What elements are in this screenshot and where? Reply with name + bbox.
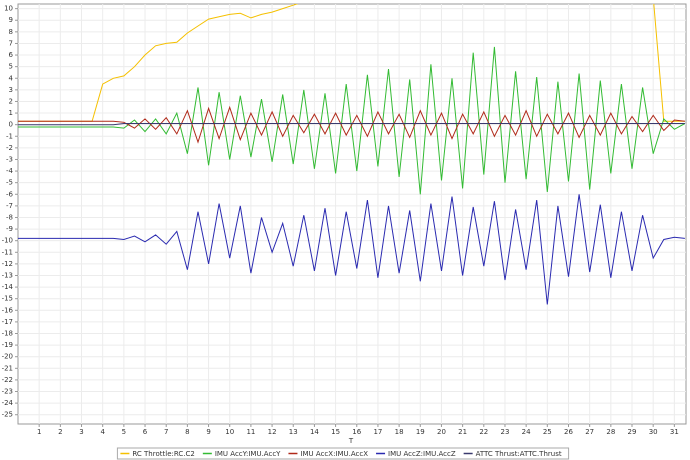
y-tick-label: 9 <box>9 16 13 24</box>
series-line <box>18 4 685 122</box>
y-tick-label: -19 <box>2 341 13 349</box>
y-tick-label: -25 <box>2 411 13 419</box>
y-tick-label: -1 <box>6 132 13 140</box>
y-tick-label: -14 <box>2 283 14 291</box>
y-tick-label: -21 <box>2 364 13 372</box>
x-tick-label: 8 <box>185 428 189 436</box>
y-tick-label: -24 <box>2 399 14 407</box>
y-tick-label: -9 <box>6 225 13 233</box>
legend-label: ATTC Thrust:ATTC.Thrust <box>476 450 562 458</box>
x-tick-label: 21 <box>458 428 467 436</box>
x-tick-label: 6 <box>143 428 148 436</box>
y-tick-label: 5 <box>9 63 13 71</box>
x-tick-label: 4 <box>100 428 105 436</box>
x-tick-label: 24 <box>522 428 531 436</box>
y-tick-label: 4 <box>9 74 14 82</box>
x-tick-label: 9 <box>206 428 210 436</box>
y-tick-label: -16 <box>2 306 14 314</box>
x-tick-label: 10 <box>225 428 234 436</box>
y-tick-label: -4 <box>6 167 14 175</box>
x-tick-label: 1 <box>37 428 41 436</box>
x-tick-label: 30 <box>649 428 658 436</box>
series-line <box>18 194 685 305</box>
legend: RC Throttle:RC.C2 IMU AccY:IMU.AccY IMU Ac… <box>116 447 570 460</box>
y-tick-label: -17 <box>2 318 13 326</box>
x-tick-label: 27 <box>585 428 594 436</box>
y-tick-label: -11 <box>2 248 13 256</box>
x-tick-label: 22 <box>479 428 488 436</box>
y-tick-label: -5 <box>6 179 13 187</box>
x-tick-label: 19 <box>416 428 425 436</box>
x-tick-label: 18 <box>395 428 404 436</box>
y-tick-label: 8 <box>9 28 13 36</box>
y-tick-label: 2 <box>9 97 13 105</box>
x-axis-label: T <box>348 437 354 445</box>
x-tick-label: 29 <box>628 428 637 436</box>
y-tick-label: 7 <box>9 39 13 47</box>
y-tick-label: 6 <box>9 51 14 59</box>
y-tick-label: 3 <box>9 86 13 94</box>
x-tick-label: 16 <box>352 428 361 436</box>
x-tick-label: 3 <box>79 428 83 436</box>
series-line <box>18 105 685 144</box>
y-tick-label: -8 <box>6 213 13 221</box>
legend-label: RC Throttle:RC.C2 <box>132 450 194 458</box>
y-tick-label: -13 <box>2 271 13 279</box>
x-tick-label: 14 <box>310 428 319 436</box>
y-tick-label: -15 <box>2 295 13 303</box>
y-tick-label: -20 <box>2 353 13 361</box>
y-tick-label: -6 <box>6 190 14 198</box>
x-tick-label: 11 <box>246 428 255 436</box>
y-tick-label: -3 <box>6 155 13 163</box>
x-tick-label: 17 <box>373 428 382 436</box>
series-line <box>18 46 686 195</box>
x-tick-label: 26 <box>564 428 573 436</box>
x-tick-label: 13 <box>289 428 298 436</box>
x-tick-label: 12 <box>268 428 277 436</box>
series-line <box>18 123 685 126</box>
x-tick-label: 5 <box>122 428 126 436</box>
x-tick-label: 31 <box>670 428 679 436</box>
legend-label: IMU AccY:IMU.AccY <box>215 450 281 458</box>
y-tick-label: -22 <box>2 376 13 384</box>
y-tick-label: 10 <box>4 5 13 13</box>
x-tick-label: 15 <box>331 428 340 436</box>
legend-box <box>116 447 570 460</box>
legend-label: IMU AccX:IMU.AccX <box>300 450 368 458</box>
legend-label: IMU AccZ:IMU.AccZ <box>388 450 456 458</box>
grid <box>18 4 686 424</box>
y-tick-label: -12 <box>2 260 13 268</box>
x-tick-label: 28 <box>606 428 615 436</box>
x-tick-label: 23 <box>501 428 510 436</box>
y-tick-label: -10 <box>2 237 13 245</box>
x-tick-label: 7 <box>164 428 168 436</box>
plot-area <box>17 3 687 425</box>
y-tick-label: -7 <box>6 202 13 210</box>
y-tick-label: 1 <box>9 109 13 117</box>
y-tick-label: -18 <box>2 330 13 338</box>
x-tick-label: 20 <box>437 428 446 436</box>
y-tick-label: 0 <box>9 121 13 129</box>
x-tick-label: 25 <box>543 428 552 436</box>
y-tick-label: -23 <box>2 388 13 396</box>
y-tick-label: -2 <box>6 144 13 152</box>
x-tick-label: 2 <box>58 428 62 436</box>
